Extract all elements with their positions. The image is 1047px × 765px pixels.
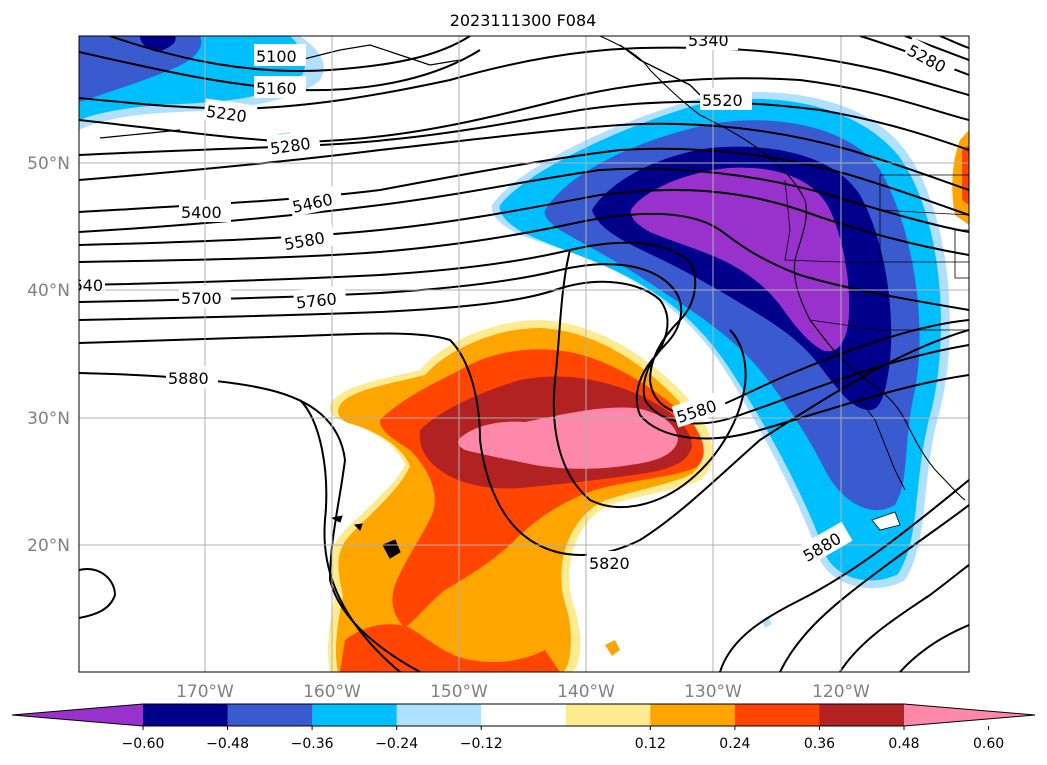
contour-label: 5700 [181, 289, 222, 308]
colorbar-tick-label: −0.60 [122, 736, 165, 752]
latitude-labels: 50°N 40°N 30°N 20°N [27, 154, 70, 556]
colorbar-tick-label: −0.12 [460, 736, 503, 752]
lon-label: 170°W [176, 682, 234, 702]
lon-label: 150°W [430, 682, 488, 702]
longitude-labels: 170°W 160°W 150°W 140°W 130°W 120°W [176, 682, 870, 702]
colorbar-segment [143, 704, 229, 726]
lon-label: 160°W [303, 682, 361, 702]
contour-label: 5100 [256, 47, 297, 66]
lat-label: 20°N [27, 536, 70, 556]
colorbar: −0.60 −0.48 −0.36 −0.24 −0.12 0.12 0.24 0.36 0.4… [11, 703, 1036, 752]
contour-label: 5520 [702, 91, 743, 110]
colorbar-tick-label: 0.24 [719, 736, 750, 752]
lat-label: 30°N [27, 409, 70, 429]
colorbar-segment [819, 704, 905, 726]
colorbar-segment [396, 704, 482, 726]
colorbar-extend-low [12, 704, 143, 726]
lon-label: 140°W [557, 682, 615, 702]
contour-label: 5400 [181, 203, 222, 222]
colorbar-segment [565, 704, 651, 726]
contour-label: 5160 [256, 79, 297, 98]
contour-label: 5760 [295, 289, 337, 312]
colorbar-tick-label: −0.48 [206, 736, 249, 752]
coastlines [99, 36, 969, 559]
contour-label: 5880 [168, 369, 209, 388]
colorbar-segment [734, 704, 820, 726]
lat-label: 40°N [27, 281, 70, 301]
colorbar-tick-label: 0.48 [888, 736, 919, 752]
colorbar-segment [227, 704, 313, 726]
colorbar-tick-label: −0.24 [375, 736, 418, 752]
colorbar-segment [650, 704, 736, 726]
colorbar-segment [312, 704, 398, 726]
colorbar-tick-label: 0.36 [804, 736, 835, 752]
contour-label: 5340 [688, 31, 729, 50]
contour-label: 5640 [62, 276, 103, 295]
lon-label: 130°W [684, 682, 742, 702]
colorbar-tick-label: 0.12 [635, 736, 666, 752]
map-panel: 5100 5160 5220 5280 5340 5520 5280 [62, 31, 970, 673]
height-contours [79, 36, 969, 672]
colorbar-extend-high [904, 704, 1035, 726]
colorbar-tick-label: −0.36 [291, 736, 334, 752]
lon-label: 120°W [812, 682, 870, 702]
lat-label: 50°N [27, 154, 70, 174]
positive-anomaly-region [327, 130, 969, 672]
contour-label: 5820 [589, 554, 630, 573]
map-title: 2023111300 F084 [450, 11, 597, 30]
negative-anomaly-region [79, 36, 950, 628]
colorbar-segment [481, 704, 567, 726]
colorbar-tick-label: 0.60 [973, 736, 1004, 752]
